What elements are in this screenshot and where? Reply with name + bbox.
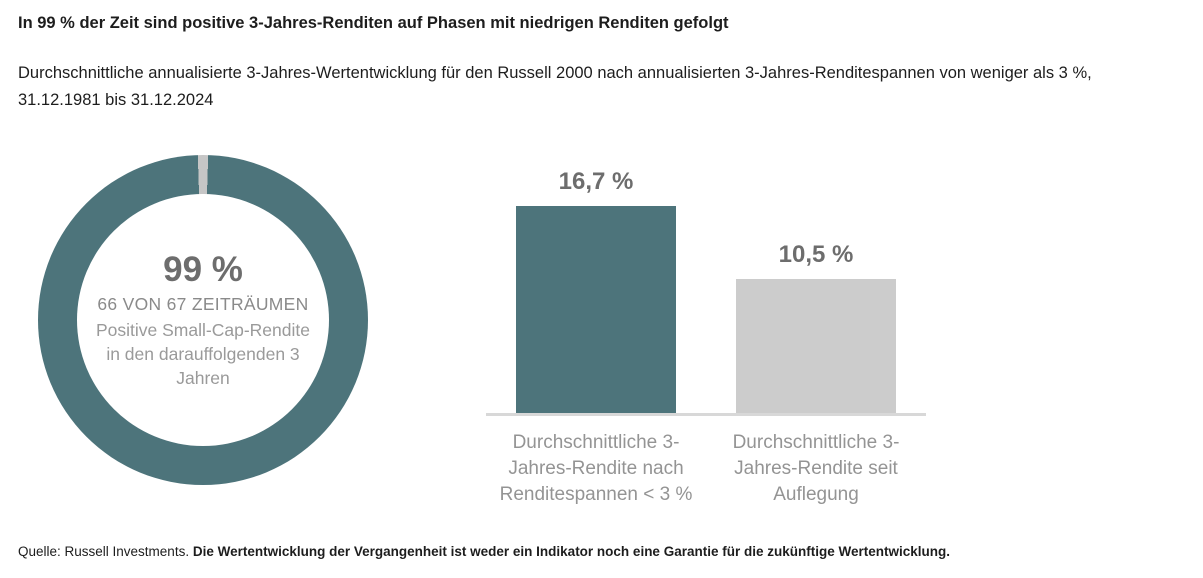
bar-value-label: 10,5 % [778, 241, 854, 268]
donut-subtitle-text: Positive Small-Cap-Rendite in den darauf… [96, 319, 310, 389]
donut-chart: 99 % 66 VON 67 ZEITRÄUMEN Positive Small… [38, 155, 368, 485]
bar-chart: 16,7 % 10,5 % Durchschnittliche 3-Jahres… [486, 168, 926, 509]
bar-column: 16,7 % [516, 168, 676, 413]
footer: Quelle: Russell Investments. Die Wertent… [18, 544, 1188, 559]
bar-renditespannen [516, 206, 676, 413]
footer-source: Quelle: Russell Investments. [18, 544, 190, 559]
bar-value-label: 16,7 % [558, 168, 634, 195]
donut-center-label: 99 % 66 VON 67 ZEITRÄUMEN Positive Small… [38, 155, 368, 485]
bar-category-labels: Durchschnittliche 3-Jahres-Rendite nach … [486, 430, 926, 509]
x-axis-baseline [486, 413, 926, 416]
donut-hole [77, 194, 329, 446]
bar-category-label: Durchschnittliche 3-Jahres-Rendite seit … [732, 432, 900, 506]
bar-seit-auflegung [736, 279, 896, 413]
page-subtitle: Durchschnittliche annualisierte 3-Jahres… [18, 64, 1092, 110]
bar-category-label: Durchschnittliche 3-Jahres-Rendite nach … [499, 432, 693, 506]
footer-disclaimer: Die Wertentwicklung der Vergangenheit is… [192, 544, 950, 559]
page-title: In 99 % der Zeit sind positive 3-Jahres-… [18, 14, 729, 32]
bar-column: 10,5 % [736, 168, 896, 413]
bar-chart-plot-area: 16,7 % 10,5 % [486, 168, 926, 413]
donut-percentage: 99 % [163, 249, 243, 289]
donut-subtitle-count: 66 VON 67 ZEITRÄUMEN [97, 293, 309, 314]
